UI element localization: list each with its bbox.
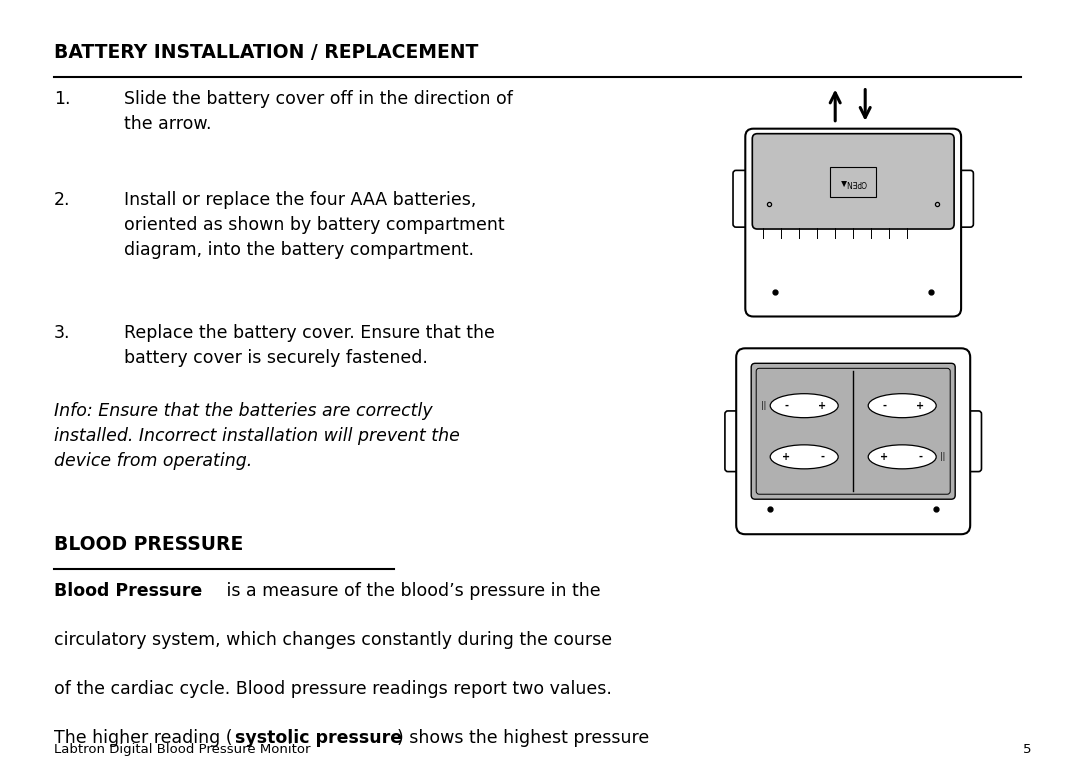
Text: +: + (916, 401, 924, 411)
Ellipse shape (770, 394, 838, 418)
FancyBboxPatch shape (756, 369, 950, 494)
Ellipse shape (770, 445, 838, 469)
Text: -: - (784, 401, 788, 411)
FancyBboxPatch shape (958, 411, 982, 472)
FancyBboxPatch shape (745, 129, 961, 316)
Ellipse shape (868, 445, 936, 469)
Text: Labtron Digital Blood Pressure Monitor: Labtron Digital Blood Pressure Monitor (54, 743, 311, 756)
Text: +: + (880, 452, 888, 462)
Text: BATTERY INSTALLATION / REPLACEMENT: BATTERY INSTALLATION / REPLACEMENT (54, 43, 478, 62)
FancyBboxPatch shape (753, 134, 954, 229)
Text: systolic pressure: systolic pressure (235, 729, 403, 747)
Text: 3.: 3. (54, 324, 70, 342)
Text: +: + (819, 401, 826, 411)
Text: -: - (820, 452, 824, 462)
Text: of the cardiac cycle. Blood pressure readings report two values.: of the cardiac cycle. Blood pressure rea… (54, 680, 612, 698)
Ellipse shape (868, 394, 936, 418)
Text: ||: || (761, 401, 767, 410)
FancyBboxPatch shape (950, 170, 973, 227)
Text: BLOOD PRESSURE: BLOOD PRESSURE (54, 535, 243, 554)
Text: ) shows the highest pressure: ) shows the highest pressure (397, 729, 650, 747)
Text: +: + (782, 452, 791, 462)
Text: is a measure of the blood’s pressure in the: is a measure of the blood’s pressure in … (221, 582, 602, 600)
Text: Blood Pressure: Blood Pressure (54, 582, 202, 600)
Text: Info: Ensure that the batteries are correctly
installed. Incorrect installation : Info: Ensure that the batteries are corr… (54, 402, 460, 470)
FancyBboxPatch shape (752, 363, 955, 499)
Text: The higher reading (: The higher reading ( (54, 729, 232, 747)
Text: circulatory system, which changes constantly during the course: circulatory system, which changes consta… (54, 631, 612, 649)
Text: OPEN▲: OPEN▲ (840, 179, 866, 187)
FancyBboxPatch shape (737, 348, 970, 534)
Text: 2.: 2. (54, 191, 70, 209)
Text: Install or replace the four AAA batteries,
oriented as shown by battery compartm: Install or replace the four AAA batterie… (124, 191, 504, 259)
Text: -: - (882, 401, 887, 411)
Text: 5: 5 (1023, 743, 1031, 756)
Text: -: - (918, 452, 922, 462)
Text: Slide the battery cover off in the direction of
the arrow.: Slide the battery cover off in the direc… (124, 90, 513, 133)
Text: Replace the battery cover. Ensure that the
battery cover is securely fastened.: Replace the battery cover. Ensure that t… (124, 324, 495, 367)
FancyBboxPatch shape (733, 170, 756, 227)
Text: 1.: 1. (54, 90, 70, 108)
Text: ||: || (940, 452, 945, 462)
FancyBboxPatch shape (725, 411, 748, 472)
